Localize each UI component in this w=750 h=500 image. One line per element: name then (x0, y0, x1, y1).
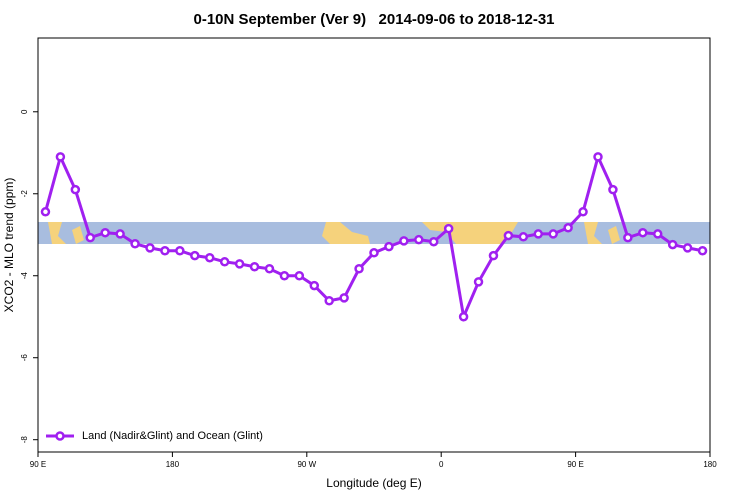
data-point (234, 259, 245, 269)
data-point (264, 264, 275, 274)
land-patch (48, 222, 66, 244)
data-point (130, 239, 140, 249)
data-point (339, 293, 349, 303)
data-point (204, 252, 215, 263)
data-point (428, 236, 439, 247)
data-point (309, 280, 320, 291)
y-axis-label: XCO2 - MLO trend (ppm) (2, 178, 16, 313)
data-point (249, 261, 260, 272)
data-point (324, 295, 334, 306)
data-point (533, 229, 544, 239)
data-point (399, 236, 409, 246)
land-patch (322, 222, 370, 244)
x-axis-label: Longitude (deg E) (326, 476, 421, 490)
y-tick-label: 0 (20, 109, 29, 114)
legend-label: Land (Nadir&Glint) and Ocean (Glint) (82, 430, 263, 442)
data-point (682, 243, 693, 253)
data-point (697, 245, 708, 256)
y-tick-label: -8 (20, 436, 29, 444)
data-point (145, 243, 155, 253)
data-point (70, 184, 81, 195)
data-point (518, 232, 529, 242)
data-point (623, 232, 633, 243)
y-tick-label: -4 (20, 272, 29, 280)
data-point (160, 245, 170, 256)
data-point (55, 152, 66, 162)
data-point (458, 311, 469, 322)
y-tick-label: -6 (20, 354, 29, 362)
x-tick-label: 180 (166, 460, 180, 469)
map-band (38, 222, 710, 244)
ocean-band (38, 222, 710, 244)
data-point (503, 230, 514, 241)
x-tick-label: 0 (439, 460, 444, 469)
plot-frame (37, 37, 711, 453)
land-patch (72, 226, 84, 244)
x-tick-label: 180 (703, 460, 717, 469)
data-point (294, 270, 305, 281)
data-point (593, 152, 603, 162)
data-point (563, 223, 573, 233)
data-point (608, 184, 618, 195)
data-point (548, 229, 558, 239)
data-point (443, 223, 454, 234)
data-point (652, 229, 663, 239)
data-point (414, 234, 424, 245)
land-patch (608, 226, 620, 244)
legend-marker (55, 431, 65, 441)
y-tick-label: -2 (20, 190, 29, 198)
data-point (369, 248, 379, 258)
chart-title: 0-10N September (Ver 9) 2014-09-06 to 20… (193, 11, 554, 28)
data-point (578, 207, 588, 217)
x-tick-label: 90 W (297, 460, 316, 469)
data-point (354, 264, 364, 274)
data-point (85, 232, 96, 243)
data-point (190, 250, 200, 261)
data-point (40, 207, 51, 217)
data-point (473, 277, 484, 287)
data-point (175, 245, 185, 256)
data-point (488, 250, 499, 261)
land-patch (584, 222, 602, 244)
data-point (667, 239, 678, 250)
data-point (100, 227, 110, 238)
data-point (279, 270, 290, 281)
data-point (115, 229, 125, 239)
data-point (384, 241, 394, 252)
x-tick-label: 90 E (567, 460, 583, 469)
data-point (219, 257, 230, 267)
x-tick-label: 90 E (30, 460, 46, 469)
data-point (638, 227, 648, 238)
